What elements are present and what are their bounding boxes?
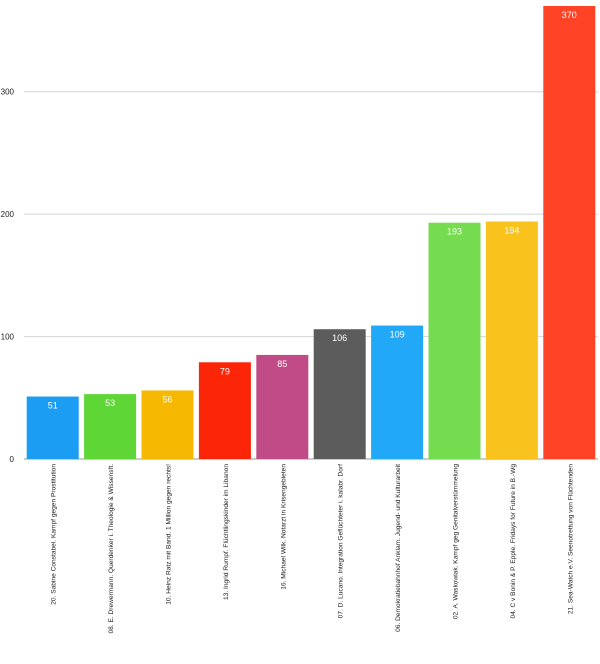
bar [84,394,137,459]
x-tick-label: 20. Sabine Constabel. Kampf gegen Prosti… [51,464,58,605]
bar-value-label: 109 [390,330,405,340]
bar [313,329,366,459]
y-tick-label: 0 [10,455,15,464]
y-axis-tick-labels: 0 100 200 300 [1,88,15,464]
bar-value-label: 79 [220,366,230,376]
bar [198,362,251,459]
x-tick-label: 07. D. Lucano. Integration Geflüchteter … [338,464,345,618]
bar-value-label: 370 [562,10,577,20]
bar-value-label: 53 [105,398,115,408]
bar [371,325,424,459]
bar [428,222,481,459]
x-tick-label: 10. Heinz Ratz mit Band. 1 Million gegen… [166,464,173,605]
bar-value-label: 56 [162,394,172,404]
bar-value-label: 106 [332,333,347,343]
bar [256,354,309,459]
bar [543,6,596,459]
bar-value-label: 193 [447,227,462,237]
x-tick-label: 08. E. Drewermann. Querdenker i. Theolog… [108,464,115,634]
y-tick-label: 100 [1,333,15,342]
bars: 51 53 56 79 85 106 109 193 194 370 [26,6,596,459]
y-tick-label: 300 [1,88,15,97]
x-tick-label: 21. Sea-Watch e.V. Seenotrettung von Flü… [567,464,574,615]
bar-value-label: 194 [504,225,519,235]
x-tick-label: 13. Ingrid Rumpf. Flüchtlingskinder im L… [223,464,230,600]
y-tick-label: 200 [1,210,15,219]
bar [485,221,538,459]
bar-value-label: 51 [48,401,58,411]
x-axis-tick-labels: 20. Sabine Constabel. Kampf gegen Prosti… [51,464,575,634]
x-tick-label: 04. C v Bonin & P. Epple. Fridays for Fu… [510,464,517,619]
bar-value-label: 85 [277,359,287,369]
x-tick-label: 02. A. Waskowiak. Kampf geg Genitalverst… [453,464,460,619]
x-tick-label: 06. Demokratiebahnhof Anklam. Jugend- un… [395,464,402,632]
x-tick-label: 16. Michael Wilk. Notarzt in Krisengebie… [280,464,287,590]
bar [141,390,194,459]
bar [26,396,79,459]
